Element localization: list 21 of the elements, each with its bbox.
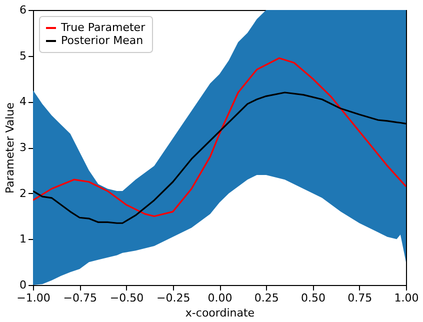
line-series bbox=[33, 57, 406, 218]
x-tick-label: 0.25 bbox=[254, 292, 279, 304]
y-tick-label: 2 bbox=[20, 186, 26, 200]
y-tick-label: 5 bbox=[20, 49, 26, 62]
x-tick-label: 1.00 bbox=[394, 292, 419, 304]
x-tick-label: 0.75 bbox=[348, 292, 372, 304]
y-tick-label: 3 bbox=[20, 141, 26, 154]
y-tick-label: 6 bbox=[20, 4, 26, 16]
y-tick-label: 0 bbox=[20, 278, 26, 292]
legend-label: Posterior Mean bbox=[61, 34, 144, 47]
legend-label: True Parameter bbox=[60, 21, 146, 34]
x-tick-label: 0.50 bbox=[301, 292, 326, 304]
x-tick-label: −0.25 bbox=[156, 292, 190, 304]
x-tick-label: −0.75 bbox=[63, 292, 97, 304]
x-tick-label: 0.00 bbox=[208, 292, 232, 304]
x-tick-label: −1.00 bbox=[16, 292, 50, 304]
x-axis-title: x-coordinate bbox=[185, 306, 255, 320]
y-axis-title: Parameter Value bbox=[4, 102, 16, 194]
x-tick-label: −0.50 bbox=[110, 292, 144, 304]
y-tick-label: 4 bbox=[20, 95, 26, 108]
y-tick-label: 1 bbox=[20, 232, 26, 246]
